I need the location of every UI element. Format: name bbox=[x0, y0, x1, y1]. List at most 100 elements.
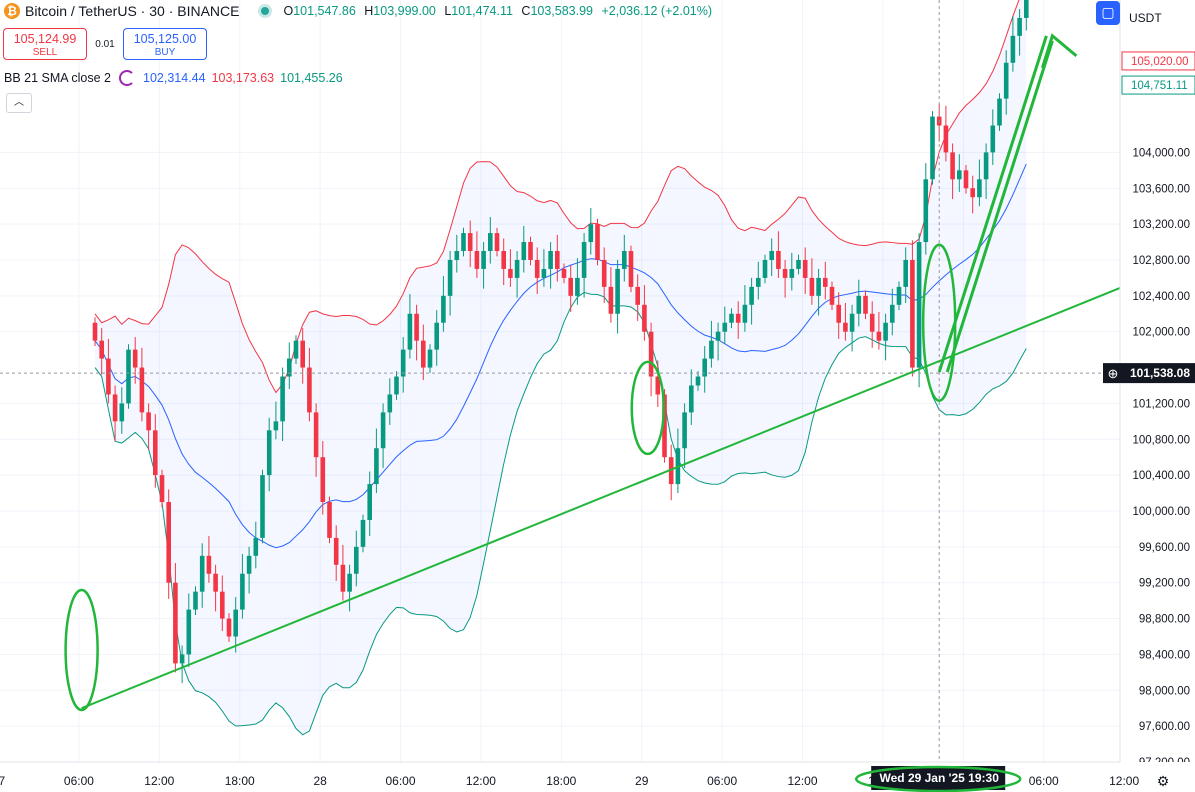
candle bbox=[802, 247, 808, 295]
crosshair-date-label: Wed 29 Jan '25 19:30 bbox=[880, 771, 1000, 785]
candle-body bbox=[226, 618, 232, 637]
candle-body bbox=[300, 340, 305, 368]
candle bbox=[340, 545, 346, 601]
candle-body bbox=[709, 340, 714, 359]
candle-body bbox=[173, 582, 178, 664]
upper-band-line bbox=[94, 0, 1020, 394]
candle-body bbox=[320, 457, 326, 503]
time-axis: 27 06:00 12:00 18:00 28 06:00 12:00 18:00 29 06:0… bbox=[0, 761, 1195, 792]
candle bbox=[655, 360, 661, 407]
candle bbox=[266, 417, 272, 492]
candle-body bbox=[990, 125, 996, 153]
currency-selector[interactable]: USDT bbox=[1129, 11, 1162, 25]
x-tick-label: 18:00 bbox=[546, 774, 576, 788]
price-label-box bbox=[1121, 51, 1195, 71]
candle-body bbox=[454, 251, 460, 260]
spread-value: 0.01 bbox=[95, 38, 115, 50]
candle-body bbox=[555, 251, 560, 269]
candle-body bbox=[916, 242, 922, 368]
candle-body bbox=[213, 573, 218, 592]
candle bbox=[923, 163, 929, 255]
candle bbox=[367, 471, 372, 537]
indicator-legend[interactable]: BB 21 SMA close 2 102,314.44 103,173.63 … bbox=[4, 70, 343, 86]
candle-body bbox=[963, 170, 969, 189]
candle bbox=[856, 279, 862, 327]
candle-body bbox=[883, 322, 888, 341]
candle-body bbox=[823, 277, 828, 287]
x-tick-label: 12:00 bbox=[466, 774, 496, 788]
candle bbox=[709, 320, 714, 368]
candle-body bbox=[193, 591, 198, 610]
candle bbox=[387, 378, 393, 425]
x-tick-label: 27 bbox=[0, 774, 6, 788]
candle bbox=[722, 306, 728, 345]
candle bbox=[360, 514, 366, 553]
candle bbox=[849, 304, 855, 352]
up-arrow bbox=[937, 33, 1078, 373]
candle-body bbox=[756, 277, 761, 287]
candle-body bbox=[749, 286, 754, 305]
sell-button[interactable]: 105,124.99 SELL bbox=[3, 28, 87, 60]
symbol-title[interactable]: Bitcoin / TetherUS · 30 · BINANCE bbox=[25, 3, 240, 19]
candle bbox=[380, 403, 386, 468]
candle bbox=[876, 311, 882, 350]
candle bbox=[273, 401, 279, 440]
candle bbox=[1024, 0, 1029, 31]
candle bbox=[588, 207, 594, 255]
highlight-ellipse bbox=[630, 360, 665, 456]
x-tick-label: 06:00 bbox=[707, 774, 737, 788]
candle bbox=[461, 227, 466, 257]
candle-body bbox=[159, 475, 165, 503]
candle bbox=[226, 613, 232, 642]
candle-body bbox=[240, 573, 245, 610]
candle-body bbox=[414, 313, 419, 341]
market-open-dot bbox=[261, 7, 270, 15]
candle-body bbox=[588, 224, 594, 243]
collapse-legend-button[interactable]: ︿ bbox=[6, 93, 32, 113]
candle bbox=[347, 564, 352, 612]
candle-body bbox=[387, 394, 393, 413]
current-price-label: 101,538.08 bbox=[1130, 366, 1190, 380]
candle-body bbox=[427, 349, 433, 368]
y-tick-label: 99,600.00 bbox=[1139, 542, 1190, 554]
candle-body bbox=[99, 340, 104, 359]
change-value: +2,036.12 (+2.01%) bbox=[601, 4, 713, 18]
candle bbox=[715, 322, 721, 361]
buy-button[interactable]: 105,125.00 BUY bbox=[123, 28, 207, 60]
candle-body bbox=[273, 421, 279, 431]
candle bbox=[896, 281, 902, 311]
candle-body bbox=[923, 179, 929, 243]
candle bbox=[132, 337, 138, 384]
candle bbox=[541, 249, 547, 287]
candle bbox=[695, 371, 701, 391]
candle bbox=[313, 403, 319, 477]
candle bbox=[776, 231, 781, 278]
x-tick-label: 06:00 bbox=[64, 774, 94, 788]
band-fill bbox=[95, 0, 1027, 735]
candle bbox=[220, 575, 225, 632]
candle-body bbox=[776, 251, 781, 269]
x-tick-label: 06:00 bbox=[386, 774, 416, 788]
candle bbox=[280, 367, 285, 442]
candle bbox=[146, 403, 151, 451]
candle-body bbox=[843, 322, 848, 332]
candle-body bbox=[293, 340, 299, 359]
candle-body bbox=[782, 268, 788, 278]
candle-body bbox=[796, 259, 801, 269]
candle bbox=[307, 347, 312, 422]
candle bbox=[186, 593, 192, 667]
y-tick-label: 103,200.00 bbox=[1132, 219, 1190, 231]
open-value: 101,547.86 bbox=[293, 4, 356, 18]
candle-body bbox=[220, 591, 225, 619]
candle bbox=[668, 444, 674, 501]
candle-body bbox=[508, 268, 513, 278]
candle-body bbox=[742, 304, 748, 323]
candle-body bbox=[206, 555, 212, 574]
y-tick-label: 104,000.00 bbox=[1132, 147, 1190, 159]
candle-body bbox=[153, 430, 158, 476]
chart-settings-button[interactable]: ▢ bbox=[1096, 1, 1120, 25]
candles bbox=[92, 0, 1029, 684]
candle bbox=[575, 258, 580, 305]
candle bbox=[970, 175, 975, 214]
